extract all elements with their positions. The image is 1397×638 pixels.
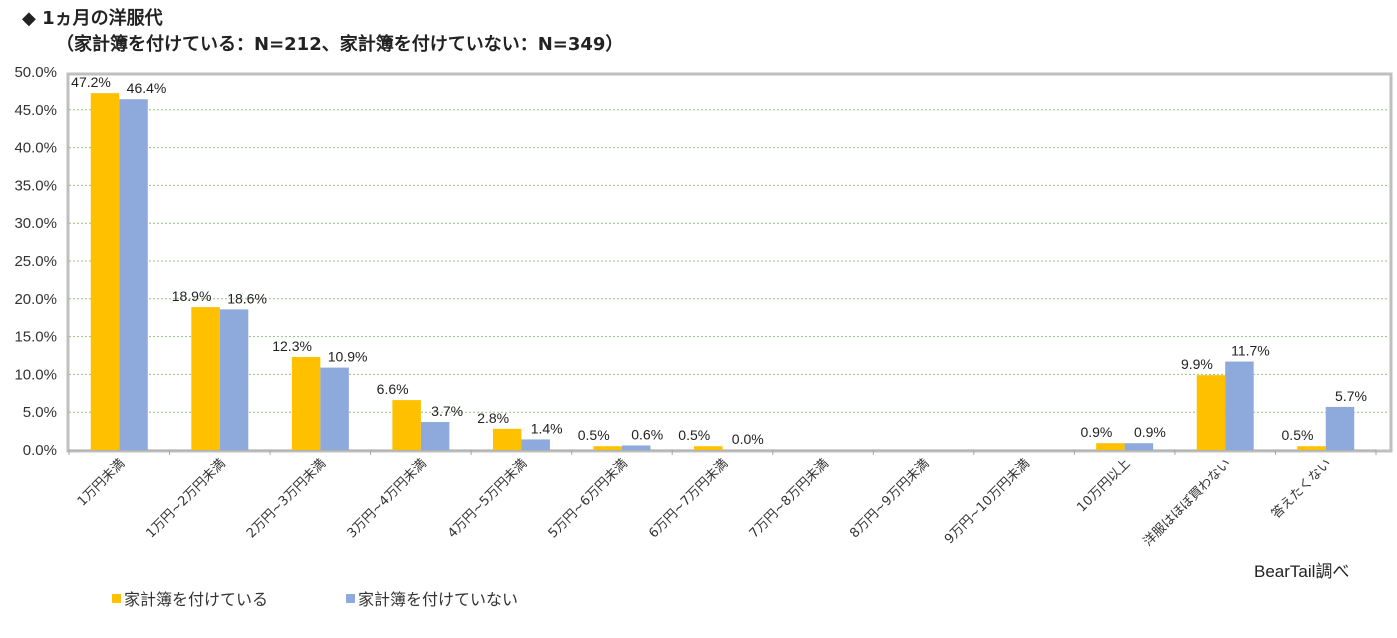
data-label: 46.4% — [127, 80, 167, 96]
data-label: 3.7% — [431, 403, 463, 419]
bar-1 — [291, 357, 321, 450]
bar-1 — [1096, 443, 1125, 450]
category-label: 1万円~2万円未満 — [143, 456, 228, 541]
category-label: 10万円以上 — [1074, 456, 1133, 515]
bar-2 — [1225, 361, 1254, 450]
data-label: 5.7% — [1335, 388, 1367, 404]
bar-2 — [119, 99, 148, 450]
data-label: 0.5% — [578, 427, 610, 443]
bar-1 — [1196, 375, 1226, 450]
category-label: 6万円~7万円未満 — [646, 456, 731, 541]
data-label: 2.8% — [477, 410, 509, 426]
plot-frame — [66, 72, 1393, 453]
bar-2 — [320, 367, 349, 450]
category-label: 8万円~9万円未満 — [847, 456, 932, 541]
y-tick-label: 25.0% — [14, 253, 57, 270]
data-label: 18.6% — [227, 290, 267, 306]
data-label: 0.5% — [678, 427, 710, 443]
category-label: 1万円未満 — [75, 456, 128, 509]
data-label: 6.6% — [377, 381, 409, 397]
category-label: 4万円~5万円未満 — [445, 456, 530, 541]
data-label: 47.2% — [71, 74, 111, 90]
bar-1 — [492, 428, 522, 450]
bar-2 — [1325, 406, 1355, 450]
y-tick-label: 20.0% — [14, 291, 57, 308]
category-label: 9万円~10万円未満 — [942, 456, 1033, 547]
category-label: 3万円~4万円未満 — [345, 456, 430, 541]
source-note: BearTail調べ — [1254, 562, 1350, 581]
bar-2 — [521, 439, 550, 450]
bar-1 — [1297, 446, 1326, 450]
bar-1 — [593, 446, 622, 450]
bar-2 — [219, 309, 249, 450]
chart-title: ◆ 1ヵ月の洋服代 （家計簿を付けている：N=212、家計簿を付けていない：N=… — [22, 6, 623, 55]
data-label: 11.7% — [1231, 343, 1270, 359]
legend-item-series-2: 家計簿を付けていない — [346, 586, 518, 610]
category-label: 7万円~8万円未満 — [747, 456, 832, 541]
data-label: 1.4% — [531, 420, 563, 436]
data-label: 10.9% — [328, 349, 368, 365]
title-line-2: （家計簿を付けている：N=212、家計簿を付けていない：N=349） — [56, 34, 624, 55]
bar-2 — [1124, 443, 1154, 450]
legend-item-series-1: 家計簿を付けている — [112, 586, 268, 610]
y-tick-label: 15.0% — [14, 329, 57, 346]
bar-1 — [191, 307, 220, 450]
legend-label-series-2: 家計簿を付けていない — [358, 590, 519, 609]
data-label: 0.0% — [732, 431, 764, 447]
legend-label-series-1: 家計簿を付けている — [124, 590, 269, 609]
category-label: 洋服はほぼ買わない — [1141, 456, 1234, 549]
legend-swatch-series-2 — [346, 593, 355, 603]
y-tick-label: 10.0% — [14, 366, 57, 383]
data-label: 0.9% — [1080, 424, 1112, 440]
title-line-1: ◆ 1ヵ月の洋服代 — [22, 8, 163, 29]
y-tick-label: 30.0% — [14, 215, 57, 232]
y-tick-label: 0.0% — [23, 442, 57, 459]
bar-1 — [392, 400, 421, 450]
category-label: 2万円~3万円未満 — [244, 456, 329, 541]
bar-1 — [90, 93, 120, 450]
data-label: 9.9% — [1181, 356, 1213, 372]
data-label: 0.5% — [1282, 427, 1314, 443]
bar-1 — [694, 446, 723, 450]
y-tick-label: 35.0% — [14, 177, 57, 194]
y-tick-label: 40.0% — [14, 140, 57, 157]
legend-swatch-series-1 — [112, 593, 121, 603]
data-label: 18.9% — [172, 288, 212, 304]
data-label: 12.3% — [272, 338, 312, 354]
category-label: 5万円~6万円未満 — [546, 456, 631, 541]
y-tick-label: 45.0% — [14, 102, 57, 119]
data-label: 0.9% — [1134, 424, 1166, 440]
category-label: 答えたくない — [1268, 456, 1334, 522]
bar-2 — [420, 422, 450, 450]
bar-2 — [621, 445, 651, 450]
y-tick-label: 50.0% — [14, 64, 57, 81]
data-label: 0.6% — [631, 426, 663, 442]
y-tick-label: 5.0% — [23, 404, 57, 421]
